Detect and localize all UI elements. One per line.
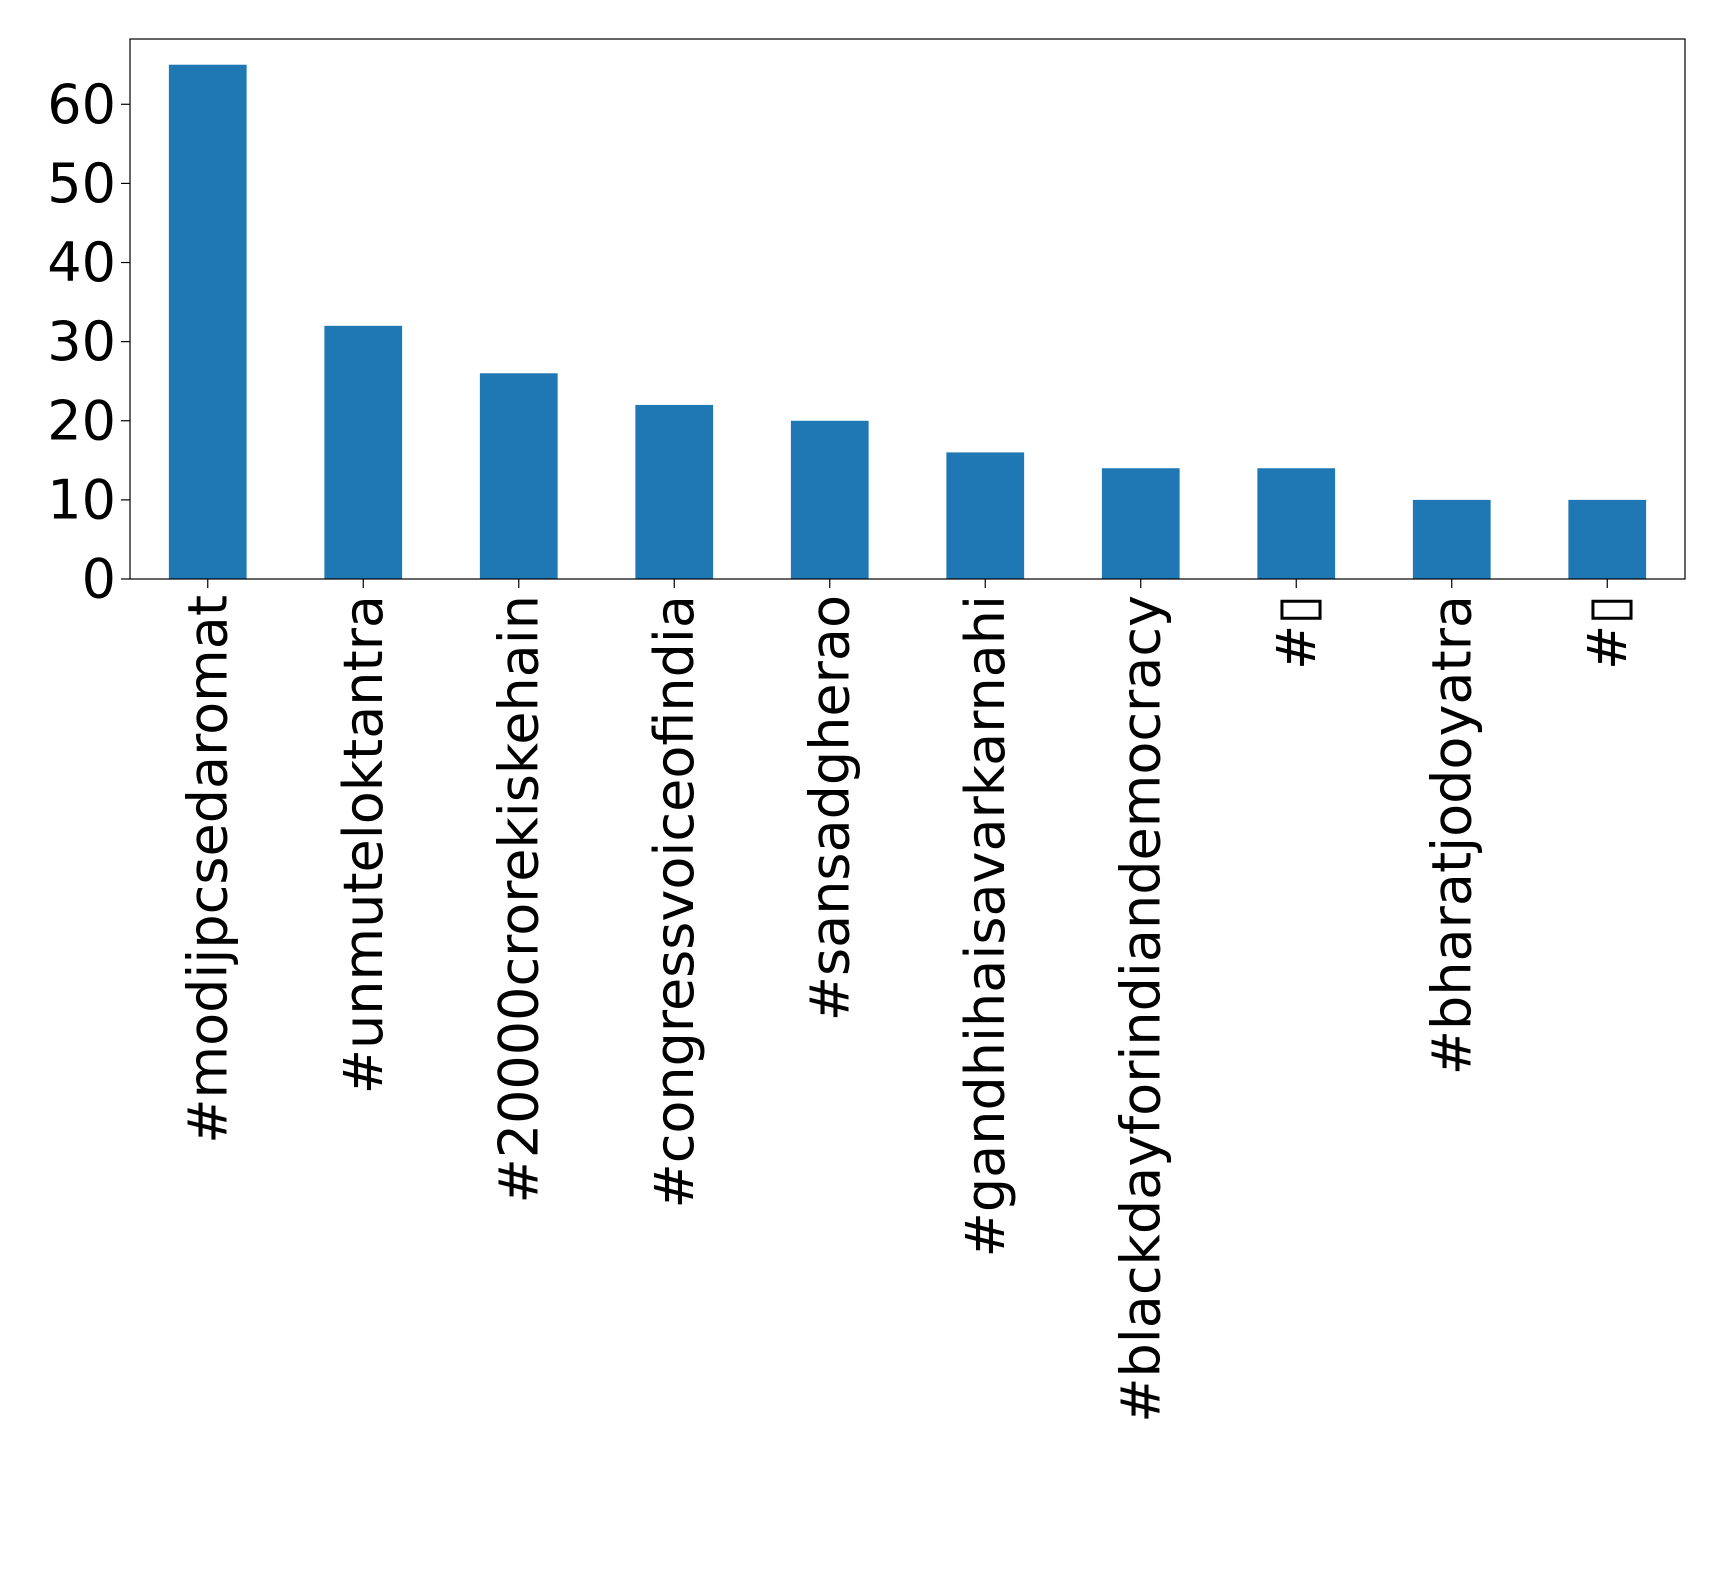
x-tick-label: #▯ [1265,595,1328,670]
bar-8 [1257,468,1336,579]
x-tick-label: #▯ [1576,595,1639,670]
bar-9 [1412,499,1491,579]
y-tick-label: 30 [47,310,116,373]
bar-4 [635,404,714,579]
y-tick-label: 40 [47,231,116,294]
bar-6 [946,452,1025,579]
x-tick-label: #congressvoiceofindia [643,595,706,1209]
x-axis: #modijpcsedaromat #unmuteloktantra #20000c… [176,579,1639,1423]
y-axis: 0 10 20 30 40 50 60 [47,73,130,611]
plot-frame [129,38,1686,580]
x-tick-label: #bharatjodoyatra [1420,595,1483,1075]
bar-1 [168,64,247,579]
bar-7 [1101,468,1180,579]
y-tick-label: 20 [47,389,116,452]
bar-5 [790,420,869,579]
bar-3 [479,373,558,579]
y-tick-label: 50 [47,152,116,215]
x-tick-label: #sansadgherao [798,595,861,1021]
y-tick-label: 0 [82,548,116,611]
bar-2 [324,325,403,579]
x-tick-label: #unmuteloktantra [332,595,395,1094]
bars-layer [168,64,1647,579]
y-tick-label: 10 [47,468,116,531]
bar-10 [1568,499,1647,579]
x-tick-label: #gandhihaisavarkarnahi [954,595,1017,1257]
y-tick-label: 60 [47,73,116,136]
x-tick-label: #modijpcsedaromat [176,595,239,1144]
x-tick-label: #20000crorekiskehain [487,595,550,1204]
x-tick-label: #blackdayforindiandemocracy [1109,595,1172,1423]
